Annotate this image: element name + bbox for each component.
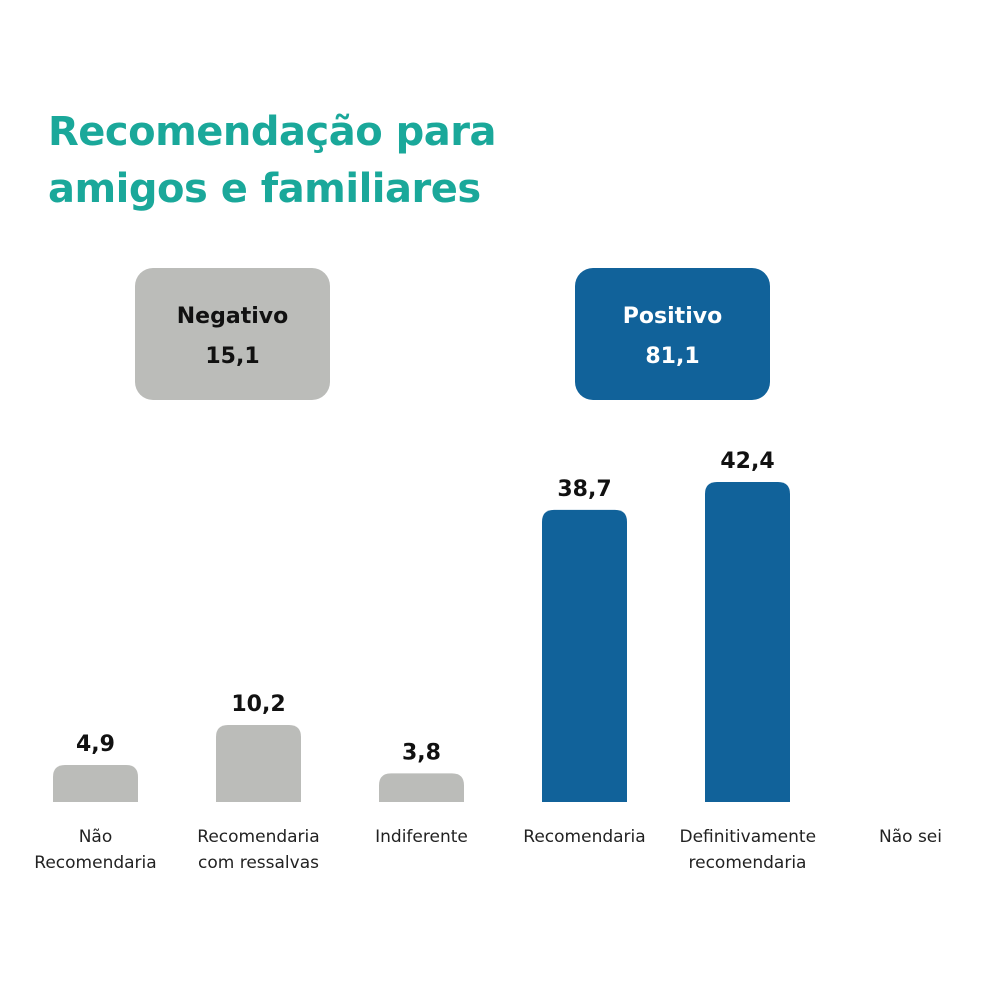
group-value: 15,1 — [205, 344, 259, 369]
value-label: 38,7 — [557, 477, 611, 502]
x-tick-label: Indiferente — [375, 827, 468, 847]
bar — [705, 482, 790, 802]
bar — [53, 765, 138, 802]
group-box — [575, 268, 770, 400]
x-tick-label: Recomendaria — [523, 827, 646, 847]
x-tick-label: Não sei — [879, 827, 942, 847]
value-label: 4,9 — [76, 732, 115, 757]
bar — [379, 773, 464, 802]
group-name: Positivo — [623, 304, 722, 329]
group-box — [135, 268, 330, 400]
chart-title: Recomendação para amigos e familiares — [48, 109, 496, 212]
bar — [216, 725, 301, 802]
value-label: 42,4 — [720, 449, 774, 474]
x-tick-label: Definitivamente recomendaria — [679, 827, 817, 873]
value-label: 3,8 — [402, 740, 441, 765]
x-tick-label: Recomendaria com ressalvas — [197, 827, 320, 873]
x-tick-label: Não Recomendaria — [34, 827, 157, 873]
group-name: Negativo — [177, 304, 288, 329]
value-label: 10,2 — [231, 692, 285, 717]
bar — [542, 509, 627, 802]
group-value: 81,1 — [645, 344, 699, 369]
